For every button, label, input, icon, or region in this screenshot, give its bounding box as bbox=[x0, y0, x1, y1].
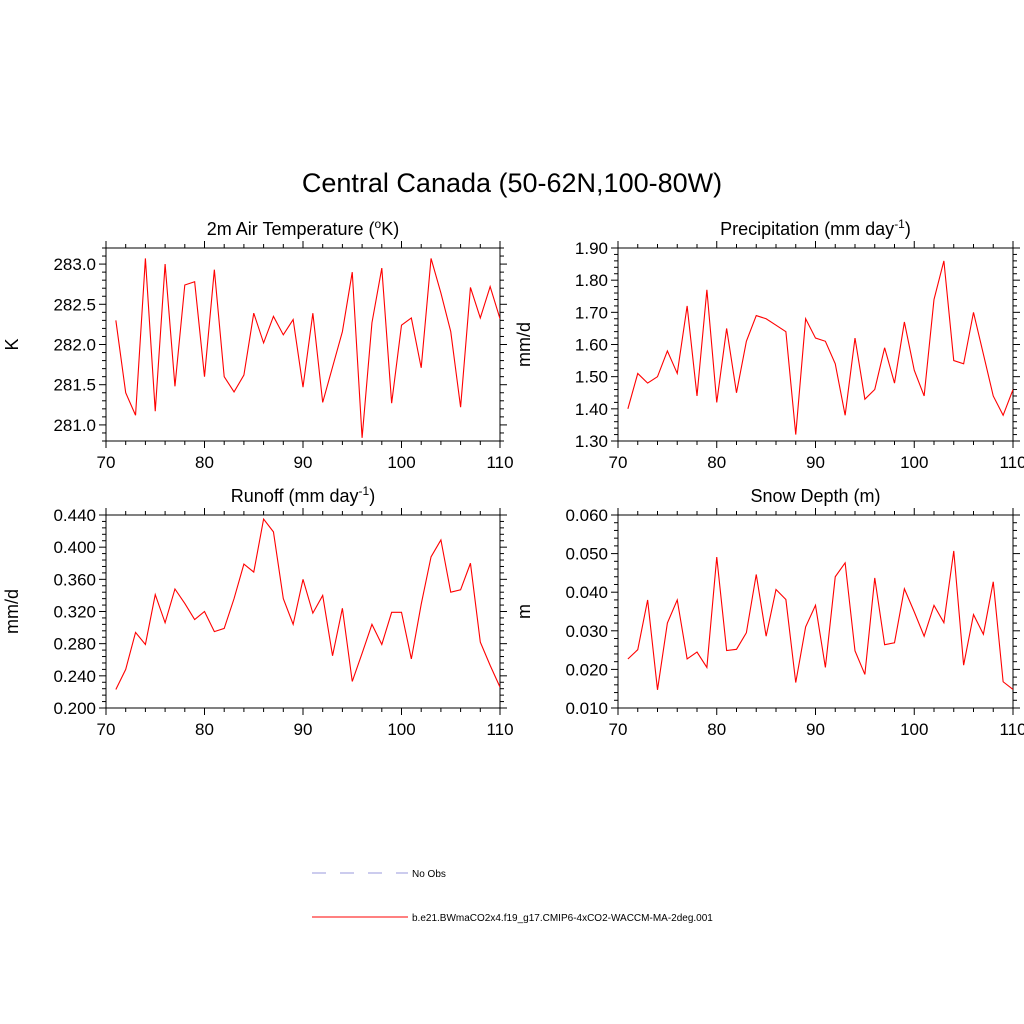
panel-bottom-left: Runoff (mm day-1) mm/d 70 80 90 100 110 0.200 0.… bbox=[2, 484, 514, 739]
y-tick-label: 1.50 bbox=[575, 368, 608, 387]
y-tick-label: 282.0 bbox=[53, 336, 96, 355]
panel-top-right: Precipitation (mm day-1) mm/d 70 80 90 100 110… bbox=[514, 217, 1024, 472]
y-tick-label: 0.280 bbox=[53, 635, 96, 654]
y-tick-label: 0.240 bbox=[53, 667, 96, 686]
y-tick-label: 0.010 bbox=[565, 699, 608, 718]
panel-title: Precipitation (mm day-1) bbox=[720, 217, 911, 239]
y-tick-label: 1.40 bbox=[575, 400, 608, 419]
legend-obs-label: No Obs bbox=[412, 869, 446, 880]
y-tick-label: 0.400 bbox=[53, 538, 96, 557]
panel-bottom-right: Snow Depth (m) m 70 80 90 100 110 0.010 0.020 0.0… bbox=[514, 486, 1024, 739]
x-tick-label: 110 bbox=[486, 720, 513, 739]
series-line bbox=[115, 258, 500, 438]
x-tick-label: 100 bbox=[387, 720, 415, 739]
y-tick-label: 0.050 bbox=[565, 545, 608, 564]
plot-frame bbox=[617, 514, 1014, 709]
legend-model-label: b.e21.BWmaCO2x4.f19_g17.CMIP6-4xCO2-WACC… bbox=[412, 913, 713, 924]
y-tick-label: 1.30 bbox=[575, 432, 608, 451]
x-tick-label: 100 bbox=[900, 453, 928, 472]
x-tick-label: 90 bbox=[806, 453, 825, 472]
y-tick-label: 0.060 bbox=[565, 506, 608, 525]
x-tick-label: 70 bbox=[97, 720, 116, 739]
panels-group: 2m Air Temperature (oK) K 70 80 90 100 110 281.… bbox=[2, 217, 1024, 739]
x-tick-label: 100 bbox=[387, 453, 415, 472]
x-tick-label: 70 bbox=[609, 453, 628, 472]
x-tick-label: 110 bbox=[486, 453, 513, 472]
x-tick-label: 80 bbox=[707, 453, 726, 472]
y-axis-label: K bbox=[2, 338, 22, 350]
panel-top-left: 2m Air Temperature (oK) K 70 80 90 100 110 281.… bbox=[2, 217, 514, 472]
y-tick-label: 281.0 bbox=[53, 416, 96, 435]
y-tick-label: 1.70 bbox=[575, 303, 608, 322]
y-tick-label: 1.80 bbox=[575, 271, 608, 290]
y-tick-label: 1.60 bbox=[575, 336, 608, 355]
x-tick-label: 90 bbox=[294, 720, 313, 739]
series-line bbox=[115, 517, 500, 690]
y-tick-label: 0.200 bbox=[53, 699, 96, 718]
x-tick-label: 80 bbox=[195, 453, 214, 472]
panel-title: Runoff (mm day-1) bbox=[231, 484, 375, 506]
y-tick-label: 0.030 bbox=[565, 622, 608, 641]
x-tick-label: 100 bbox=[900, 720, 928, 739]
series-line bbox=[627, 260, 1013, 435]
y-tick-label: 283.0 bbox=[53, 255, 96, 274]
plot-frame bbox=[105, 514, 501, 709]
x-tick-label: 110 bbox=[999, 720, 1024, 739]
x-tick-label: 70 bbox=[97, 453, 116, 472]
x-tick-label: 80 bbox=[707, 720, 726, 739]
y-axis-label: mm/d bbox=[2, 589, 22, 634]
x-tick-label: 80 bbox=[195, 720, 214, 739]
plot-frame bbox=[105, 247, 501, 442]
plot-frame bbox=[617, 247, 1014, 442]
y-tick-label: 1.90 bbox=[575, 239, 608, 258]
x-tick-label: 90 bbox=[806, 720, 825, 739]
y-tick-label: 0.320 bbox=[53, 603, 96, 622]
x-tick-label: 110 bbox=[999, 453, 1024, 472]
y-tick-label: 281.5 bbox=[53, 376, 96, 395]
x-tick-label: 70 bbox=[609, 720, 628, 739]
panel-title: 2m Air Temperature (oK) bbox=[207, 217, 399, 239]
panel-title: Snow Depth (m) bbox=[750, 486, 880, 506]
series-line bbox=[627, 550, 1013, 690]
y-tick-label: 0.020 bbox=[565, 660, 608, 679]
x-tick-label: 90 bbox=[294, 453, 313, 472]
y-axis-label: m bbox=[514, 604, 534, 619]
y-axis-label: mm/d bbox=[514, 322, 534, 367]
y-tick-label: 0.040 bbox=[565, 583, 608, 602]
y-tick-label: 0.360 bbox=[53, 570, 96, 589]
y-tick-label: 282.5 bbox=[53, 295, 96, 314]
y-tick-label: 0.440 bbox=[53, 506, 96, 525]
legend: No Obs b.e21.BWmaCO2x4.f19_g17.CMIP6-4xC… bbox=[312, 869, 713, 924]
figure-title: Central Canada (50-62N,100-80W) bbox=[302, 168, 722, 198]
